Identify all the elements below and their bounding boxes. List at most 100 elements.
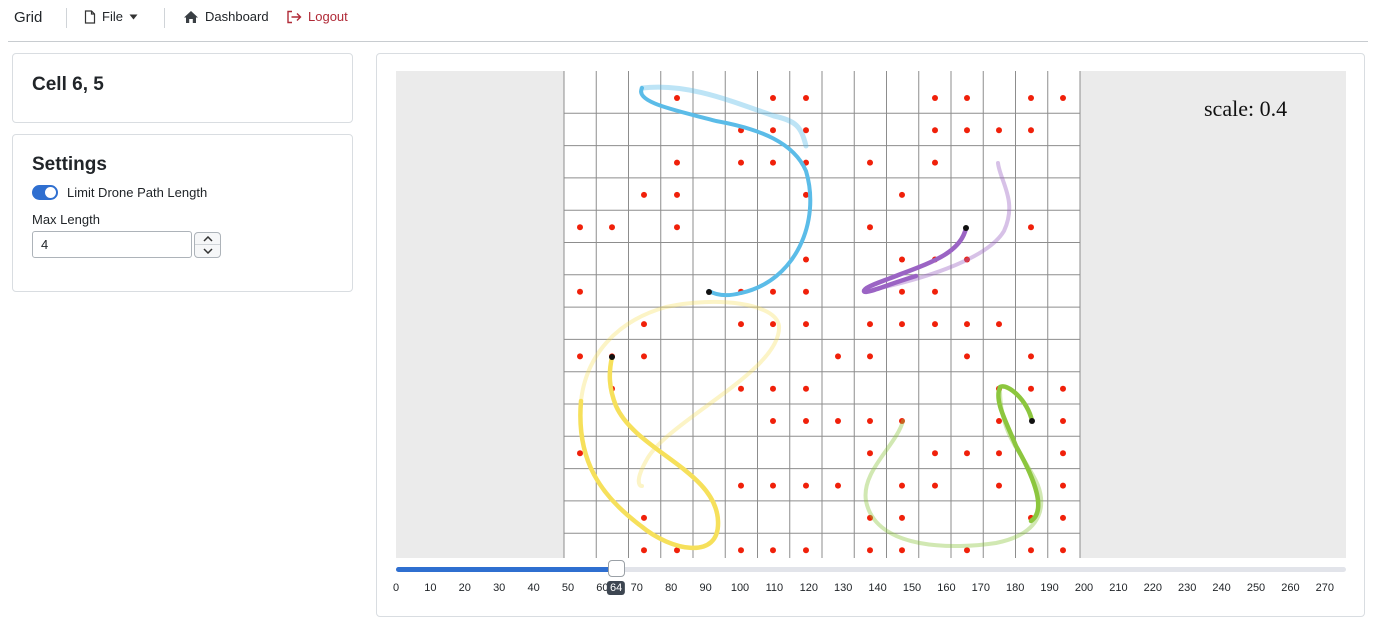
obstacle-dot xyxy=(899,418,905,424)
drone-path-yellow xyxy=(578,354,721,551)
obstacle-dot xyxy=(738,547,744,554)
obstacle-dot xyxy=(867,450,873,457)
obstacle-dot xyxy=(803,191,809,198)
slider-tick-label: 40 xyxy=(527,582,540,594)
obstacle-dot xyxy=(964,450,970,457)
slider-tick-label: 130 xyxy=(834,582,853,594)
obstacle-dot xyxy=(964,95,970,101)
obstacle-dot xyxy=(932,127,938,134)
obstacle-dot xyxy=(803,321,809,328)
obstacle-dot xyxy=(641,353,647,360)
scale-label: scale: 0.4 xyxy=(1204,96,1288,121)
slider-tick-label: 220 xyxy=(1143,582,1162,594)
obstacle-dot xyxy=(1028,127,1034,134)
dashboard-link[interactable]: Dashboard xyxy=(183,9,269,24)
obstacle-dot xyxy=(803,385,809,392)
obstacle-dot xyxy=(899,321,905,328)
obstacle-dot xyxy=(932,288,938,295)
obstacle-dot xyxy=(899,514,905,521)
limit-path-toggle-label: Limit Drone Path Length xyxy=(67,185,208,200)
obstacle-dot xyxy=(932,450,938,457)
obstacle-dot xyxy=(867,159,873,166)
obstacle-dot xyxy=(1028,95,1034,101)
limit-path-toggle[interactable] xyxy=(32,185,58,200)
slider-track[interactable] xyxy=(396,567,1346,572)
slider-tick-label: 260 xyxy=(1281,582,1300,594)
obstacle-dot xyxy=(641,547,647,554)
chevron-down-icon[interactable] xyxy=(195,245,220,257)
slider-tick-label: 20 xyxy=(458,582,471,594)
obstacle-dot xyxy=(577,353,583,360)
obstacle-dot xyxy=(641,514,647,521)
caret-down-icon xyxy=(129,14,138,20)
obstacle-dot xyxy=(964,256,970,263)
timeline-slider[interactable] xyxy=(396,560,1346,577)
obstacle-dot xyxy=(803,288,809,295)
nav-divider xyxy=(164,8,165,28)
obstacle-dot xyxy=(738,321,744,328)
obstacle-dot xyxy=(803,95,809,101)
slider-tick-label: 90 xyxy=(699,582,712,594)
file-menu[interactable]: File xyxy=(84,9,138,24)
app-brand[interactable]: Grid xyxy=(14,9,43,26)
max-length-input[interactable] xyxy=(32,231,192,258)
slider-tick-label: 240 xyxy=(1212,582,1231,594)
logout-label: Logout xyxy=(308,9,348,24)
obstacle-dot xyxy=(770,159,776,166)
drone-path-blue xyxy=(639,86,813,298)
obstacle-dot xyxy=(738,482,744,489)
file-icon xyxy=(84,9,96,24)
obstacle-dot xyxy=(1060,385,1066,392)
obstacle-dot xyxy=(964,547,970,554)
slider-tick-label: 0 xyxy=(392,582,400,594)
obstacle-dot xyxy=(803,482,809,489)
slider-tick-label: 50 xyxy=(561,582,575,594)
slider-tick-label: 100 xyxy=(730,582,750,594)
dashboard-label: Dashboard xyxy=(205,9,269,24)
obstacle-dot xyxy=(1060,450,1066,457)
limit-path-toggle-row[interactable]: Limit Drone Path Length xyxy=(32,185,207,200)
obstacle-dot xyxy=(1028,224,1034,231)
obstacle-dot xyxy=(867,224,873,231)
obstacle-dot xyxy=(835,418,841,424)
chevron-up-icon[interactable] xyxy=(195,233,220,245)
obstacle-dot xyxy=(803,127,809,134)
obstacle-dot xyxy=(932,159,938,166)
slider-tick-label: 190 xyxy=(1040,582,1059,594)
grid-visualization[interactable] xyxy=(396,71,1346,558)
obstacle-dot xyxy=(770,418,776,424)
obstacle-dot xyxy=(867,547,873,554)
slider-tick-label: 200 xyxy=(1074,582,1094,594)
obstacle-dot xyxy=(932,95,938,101)
obstacle-dot xyxy=(641,191,647,198)
obstacle-dot xyxy=(803,256,809,263)
max-length-stepper[interactable] xyxy=(194,232,221,258)
drone-path-purple xyxy=(864,161,1012,293)
obstacle-dot xyxy=(899,256,905,263)
obstacle-dot xyxy=(1060,547,1066,554)
slider-value-tooltip: 64 xyxy=(607,581,626,595)
obstacle-dot xyxy=(835,353,841,360)
obstacle-dot xyxy=(738,385,744,392)
grid-canvas[interactable] xyxy=(396,71,1346,558)
obstacle-dot xyxy=(1060,95,1066,101)
slider-tick-label: 170 xyxy=(971,582,990,594)
obstacle-dot xyxy=(674,95,680,101)
obstacle-dot xyxy=(899,482,905,489)
slider-tick-label: 150 xyxy=(902,582,922,594)
slider-thumb[interactable] xyxy=(608,560,626,577)
slider-tick-label: 160 xyxy=(937,582,956,594)
slider-tick-label: 80 xyxy=(665,582,678,594)
obstacle-dot xyxy=(1028,353,1034,360)
drone-purple xyxy=(963,225,969,231)
obstacle-dot xyxy=(1060,482,1066,489)
grid-lines xyxy=(563,71,1081,558)
drone-path-green xyxy=(996,384,1041,524)
logout-link[interactable]: Logout xyxy=(286,9,348,24)
nav-divider xyxy=(66,8,67,28)
slider-tick-label: 180 xyxy=(1006,582,1025,594)
drone-blue xyxy=(706,289,712,295)
obstacle-dot xyxy=(770,95,776,101)
slider-tick-label: 250 xyxy=(1246,582,1266,594)
obstacle-dot xyxy=(996,418,1002,424)
